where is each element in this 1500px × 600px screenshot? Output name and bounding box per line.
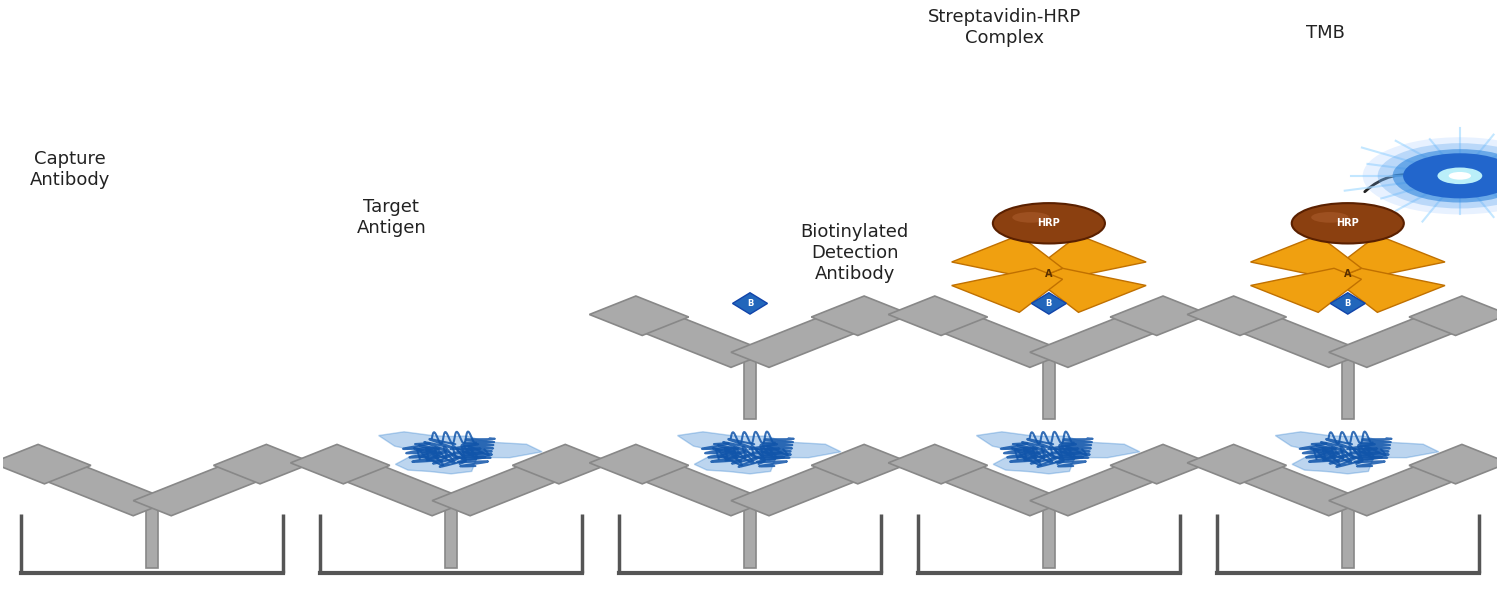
Polygon shape	[1408, 445, 1500, 484]
Polygon shape	[976, 432, 1140, 474]
Polygon shape	[1251, 235, 1362, 279]
Polygon shape	[1329, 314, 1462, 367]
Polygon shape	[730, 314, 864, 367]
Polygon shape	[1186, 296, 1287, 335]
Circle shape	[1377, 143, 1500, 208]
Ellipse shape	[1311, 212, 1348, 223]
Polygon shape	[134, 463, 267, 516]
Ellipse shape	[1437, 167, 1482, 184]
Polygon shape	[1251, 268, 1362, 313]
Polygon shape	[1233, 463, 1366, 516]
Polygon shape	[590, 445, 688, 484]
Circle shape	[1362, 137, 1500, 214]
Polygon shape	[1334, 268, 1444, 313]
Polygon shape	[1329, 463, 1462, 516]
Bar	[1342, 508, 1354, 568]
Text: A: A	[1046, 269, 1053, 279]
Polygon shape	[1035, 268, 1146, 313]
Polygon shape	[1186, 445, 1287, 484]
Bar	[146, 508, 158, 568]
Polygon shape	[1032, 293, 1066, 314]
Polygon shape	[678, 432, 842, 474]
Ellipse shape	[1292, 203, 1404, 244]
Polygon shape	[590, 296, 688, 335]
Polygon shape	[934, 314, 1068, 367]
Polygon shape	[1110, 445, 1209, 484]
Polygon shape	[1275, 432, 1438, 474]
Polygon shape	[732, 293, 768, 314]
Text: TMB: TMB	[1306, 25, 1346, 43]
Circle shape	[1392, 149, 1500, 203]
Polygon shape	[1030, 314, 1162, 367]
Bar	[1042, 360, 1054, 419]
Ellipse shape	[1449, 172, 1472, 179]
Text: B: B	[1344, 299, 1352, 308]
Bar	[1342, 360, 1354, 419]
Polygon shape	[1030, 463, 1162, 516]
Circle shape	[1402, 153, 1500, 199]
Polygon shape	[888, 445, 987, 484]
Text: Streptavidin-HRP
Complex: Streptavidin-HRP Complex	[927, 8, 1080, 47]
Polygon shape	[636, 463, 770, 516]
Polygon shape	[951, 235, 1062, 279]
Polygon shape	[812, 445, 910, 484]
Text: HRP: HRP	[1336, 218, 1359, 229]
Polygon shape	[378, 432, 542, 474]
Text: B: B	[747, 299, 753, 308]
Polygon shape	[213, 445, 314, 484]
Polygon shape	[636, 314, 770, 367]
Text: Target
Antigen: Target Antigen	[357, 198, 426, 237]
Bar	[744, 360, 756, 419]
Text: Capture
Antibody: Capture Antibody	[30, 151, 109, 189]
Polygon shape	[888, 296, 987, 335]
Bar	[744, 508, 756, 568]
Text: B: B	[1046, 299, 1052, 308]
Polygon shape	[812, 296, 910, 335]
Bar	[446, 508, 458, 568]
Polygon shape	[730, 463, 864, 516]
Polygon shape	[1330, 293, 1365, 314]
Polygon shape	[0, 445, 92, 484]
Polygon shape	[1035, 235, 1146, 279]
Polygon shape	[951, 268, 1062, 313]
Polygon shape	[338, 463, 470, 516]
Polygon shape	[1233, 314, 1366, 367]
Polygon shape	[1110, 296, 1209, 335]
Text: HRP: HRP	[1038, 218, 1060, 229]
Ellipse shape	[993, 203, 1106, 244]
Ellipse shape	[1013, 212, 1050, 223]
Polygon shape	[291, 445, 390, 484]
Polygon shape	[1334, 235, 1444, 279]
Polygon shape	[513, 445, 612, 484]
Polygon shape	[1408, 296, 1500, 335]
Polygon shape	[934, 463, 1068, 516]
Polygon shape	[432, 463, 566, 516]
Polygon shape	[38, 463, 171, 516]
Text: Biotinylated
Detection
Antibody: Biotinylated Detection Antibody	[801, 223, 909, 283]
Bar	[1042, 508, 1054, 568]
Text: A: A	[1344, 269, 1352, 279]
